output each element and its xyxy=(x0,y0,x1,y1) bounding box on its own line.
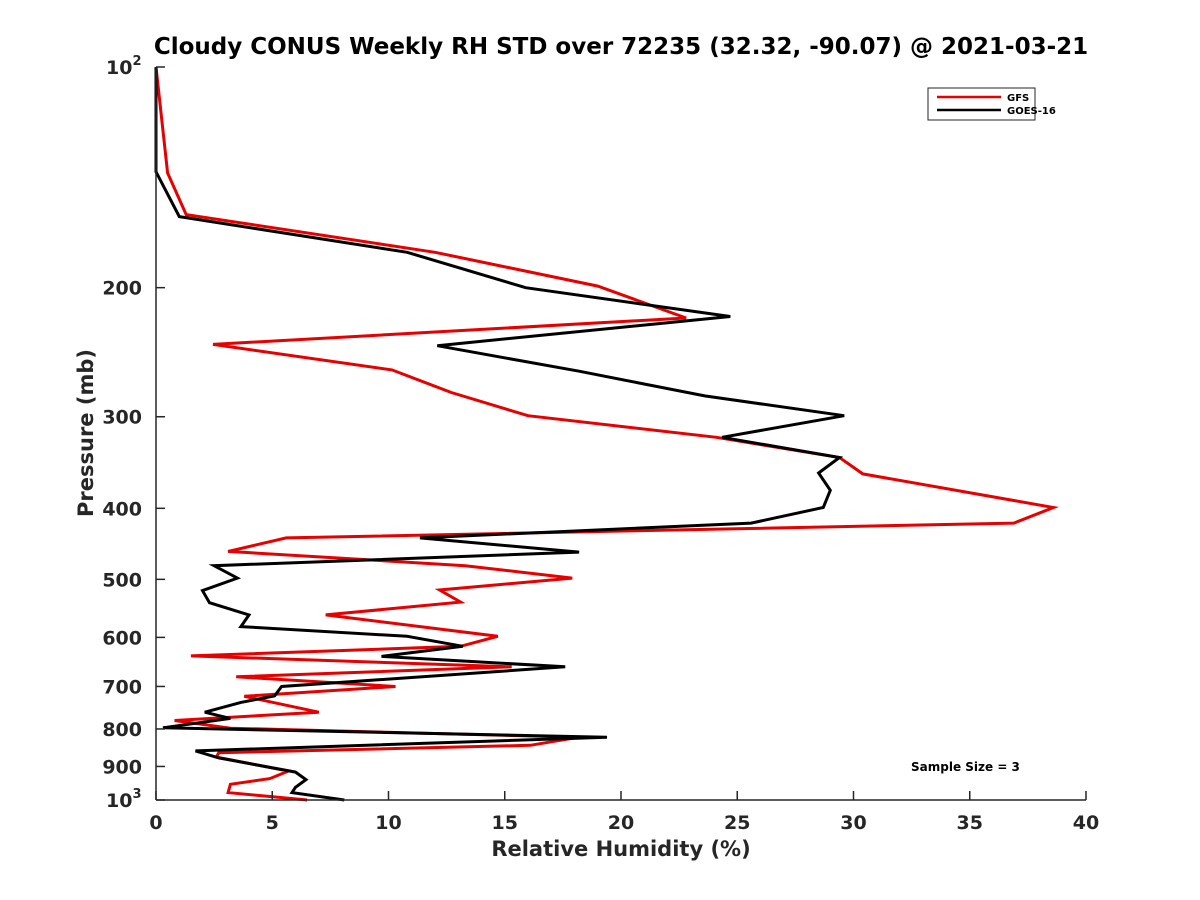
x-tick-label: 15 xyxy=(492,812,518,834)
x-tick-label: 5 xyxy=(266,812,279,834)
x-ticks: 0 5 10 15 20 25 30 35 40 xyxy=(149,791,1099,834)
y-tick-label: 102 xyxy=(106,54,142,79)
x-axis-label: Relative Humidity (%) xyxy=(491,837,750,861)
x-tick-label: 20 xyxy=(608,812,634,834)
series-line-goes16 xyxy=(154,67,845,802)
y-tick-label: 600 xyxy=(102,627,142,649)
legend-box xyxy=(927,87,1036,121)
y-tick-label: 700 xyxy=(102,676,142,698)
y-tick-label: 500 xyxy=(102,569,142,591)
y-tick-label: 300 xyxy=(102,407,142,429)
x-tick-label: 35 xyxy=(957,812,983,834)
x-tick-label: 25 xyxy=(724,812,750,834)
x-tick-label: 0 xyxy=(149,812,162,834)
series-line-gfs xyxy=(154,66,1059,802)
sample-size-annotation: Sample Size = 3 xyxy=(911,760,1020,774)
y-tick-label: 200 xyxy=(102,278,142,300)
y-tick-exponent: 3 xyxy=(132,787,141,802)
legend-label-goes16: GOES-16 xyxy=(1007,106,1056,117)
x-tick-label: 10 xyxy=(375,812,401,834)
x-tick-label: 40 xyxy=(1073,812,1099,834)
series-layer xyxy=(154,66,1059,802)
chart-title: Cloudy CONUS Weekly RH STD over 72235 (3… xyxy=(154,34,1088,60)
y-tick-label: 800 xyxy=(102,719,142,741)
y-tick-exponent: 2 xyxy=(132,54,141,69)
x-tick-label: 30 xyxy=(840,812,866,834)
y-axis-label: Pressure (mb) xyxy=(74,349,98,517)
y-tick-label: 400 xyxy=(102,498,142,520)
y-tick-label: 900 xyxy=(102,756,142,778)
legend: GFS GOES-16 xyxy=(927,87,1056,121)
legend-label-gfs: GFS xyxy=(1007,93,1029,104)
